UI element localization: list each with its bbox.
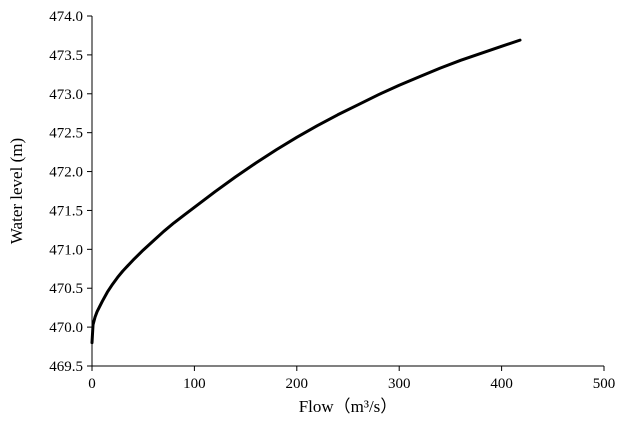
x-axis-ticks: 0 100 200 300 400 500 bbox=[88, 366, 615, 392]
y-tick-label: 473.5 bbox=[49, 48, 83, 64]
y-tick-label: 472.0 bbox=[49, 165, 83, 181]
x-axis-title: Flow（m³/s） bbox=[299, 397, 398, 416]
y-tick-label: 471.5 bbox=[49, 203, 83, 219]
y-tick-label: 470.5 bbox=[49, 281, 83, 297]
x-tick-label: 200 bbox=[286, 376, 309, 392]
series-line bbox=[90, 38, 522, 345]
y-axis-ticks: 469.5 470.0 470.5 471.0 471.5 472.0 472.5 473.0… bbox=[49, 9, 92, 375]
y-tick-label: 473.0 bbox=[49, 87, 83, 103]
y-tick-label: 470.0 bbox=[49, 320, 83, 336]
series-layer bbox=[90, 38, 522, 345]
x-tick-label: 300 bbox=[388, 376, 411, 392]
y-tick-label: 469.5 bbox=[49, 359, 83, 375]
y-tick-label: 472.5 bbox=[49, 126, 83, 142]
x-tick-label: 0 bbox=[88, 376, 96, 392]
y-tick-label: 474.0 bbox=[49, 9, 83, 25]
x-tick-label: 100 bbox=[183, 376, 206, 392]
y-tick-label: 471.0 bbox=[49, 242, 83, 258]
x-tick-label: 400 bbox=[490, 376, 513, 392]
y-axis-title: Water level (m) bbox=[7, 138, 26, 244]
x-tick-label: 500 bbox=[593, 376, 616, 392]
